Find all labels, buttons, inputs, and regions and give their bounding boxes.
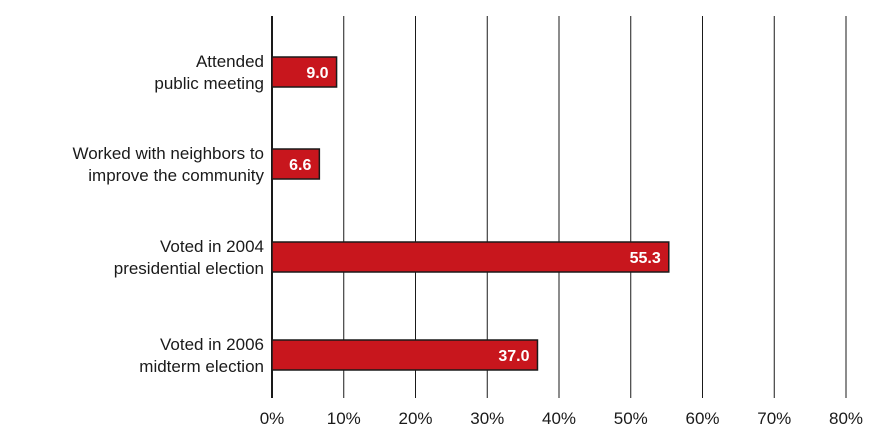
x-tick-label: 40% bbox=[542, 409, 576, 428]
x-tick-label: 50% bbox=[614, 409, 648, 428]
bar bbox=[271, 56, 338, 88]
category-label: public meeting bbox=[154, 74, 264, 93]
bar bbox=[271, 339, 539, 371]
x-tick-label: 10% bbox=[327, 409, 361, 428]
category-label: Voted in 2004 bbox=[160, 237, 264, 256]
category-label: improve the community bbox=[88, 166, 264, 185]
bar bbox=[271, 241, 670, 273]
category-label: Voted in 2006 bbox=[160, 335, 264, 354]
x-tick-label: 80% bbox=[829, 409, 863, 428]
bar-value-label: 55.3 bbox=[630, 250, 661, 267]
category-label: midterm election bbox=[139, 357, 264, 376]
x-tick-label: 60% bbox=[685, 409, 719, 428]
x-tick-label: 20% bbox=[398, 409, 432, 428]
category-label: Attended bbox=[196, 52, 264, 71]
category-label: Worked with neighbors to bbox=[72, 144, 264, 163]
bar-value-label: 9.0 bbox=[306, 65, 328, 82]
x-tick-label: 30% bbox=[470, 409, 504, 428]
bar-value-label: 6.6 bbox=[289, 157, 311, 174]
x-tick-label: 0% bbox=[260, 409, 285, 428]
bar-value-label: 37.0 bbox=[498, 348, 529, 365]
x-tick-label: 70% bbox=[757, 409, 791, 428]
bar bbox=[271, 148, 321, 180]
category-label: presidential election bbox=[114, 259, 264, 278]
